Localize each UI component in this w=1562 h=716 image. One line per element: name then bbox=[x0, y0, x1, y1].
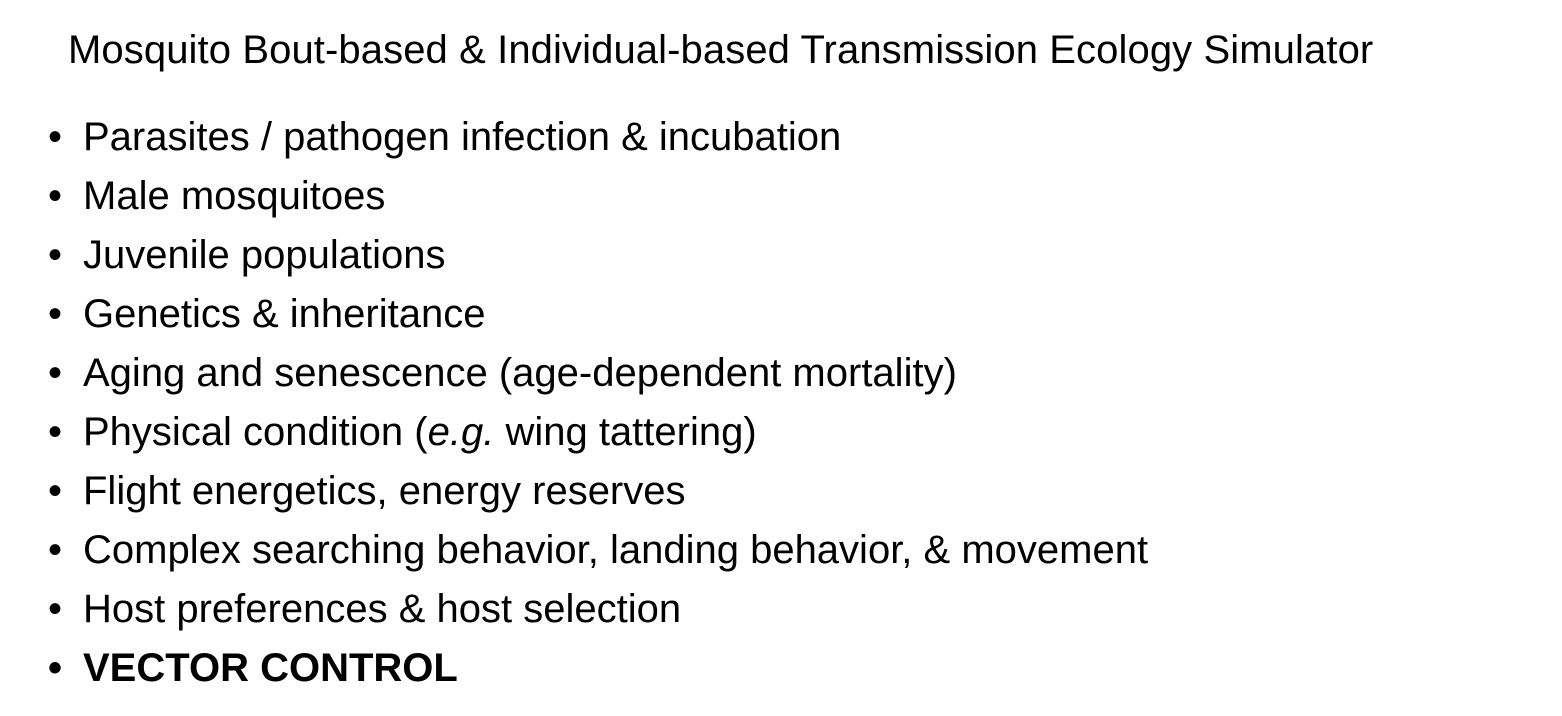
list-item-text: VECTOR CONTROL bbox=[83, 646, 458, 690]
list-item-text: Host preferences & host selection bbox=[83, 587, 682, 631]
bullet-icon: • bbox=[48, 410, 63, 454]
list-item-text-prefix: Physical condition ( bbox=[83, 410, 428, 454]
list-item-text: Male mosquitoes bbox=[83, 174, 386, 218]
bullet-icon: • bbox=[48, 351, 63, 395]
bullet-icon: • bbox=[48, 469, 63, 513]
list-item-text-suffix: wing tattering) bbox=[494, 410, 757, 454]
bullet-icon: • bbox=[48, 174, 63, 218]
bullet-icon: • bbox=[48, 115, 63, 159]
list-item-text-emphasis: e.g. bbox=[427, 410, 495, 454]
bullet-icon: • bbox=[48, 292, 63, 336]
list-item-text: Flight energetics, energy reserves bbox=[83, 469, 686, 513]
bullet-icon: • bbox=[48, 233, 63, 277]
bullet-icon: • bbox=[48, 646, 63, 690]
bullet-icon: • bbox=[48, 587, 63, 631]
list-item-text: Physical condition (e.g. wing tattering) bbox=[83, 403, 757, 462]
list-item-text: Parasites / pathogen infection & incubat… bbox=[83, 115, 842, 159]
list-item-text: Aging and senescence (age-dependent mort… bbox=[83, 351, 957, 395]
slide-title: Mosquito Bout-based & Individual-based T… bbox=[68, 28, 1374, 72]
list-item-text: Complex searching behavior, landing beha… bbox=[83, 528, 1149, 572]
list-item-text: Juvenile populations bbox=[83, 233, 446, 277]
bullet-icon: • bbox=[48, 528, 63, 572]
list-item-text: Genetics & inheritance bbox=[83, 292, 486, 336]
